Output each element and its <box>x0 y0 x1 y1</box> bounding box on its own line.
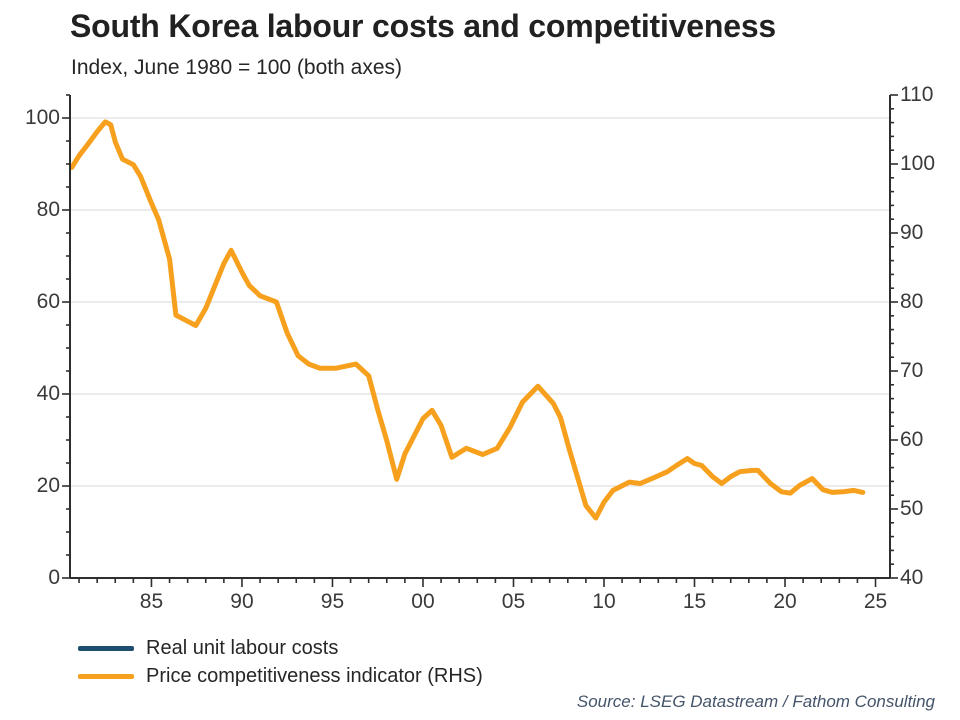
legend: Real unit labour costs Price competitive… <box>78 634 483 690</box>
left-axis-tick-label: 60 <box>36 290 60 313</box>
x-axis-tick-label: 05 <box>501 590 526 613</box>
x-axis-tick-label: 95 <box>320 590 345 613</box>
x-axis-tick-label: 00 <box>411 590 435 613</box>
right-axis-tick-label: 90 <box>900 221 924 244</box>
x-axis-tick-label: 90 <box>230 590 254 613</box>
x-axis-tick-label: 85 <box>139 590 164 613</box>
right-axis-tick-label: 50 <box>900 497 924 520</box>
x-axis-tick-label: 25 <box>863 590 888 613</box>
left-axis-tick-label: 100 <box>24 106 60 129</box>
legend-item-real-unit-labour-costs: Real unit labour costs <box>78 634 483 662</box>
x-axis-tick-label: 15 <box>682 590 707 613</box>
legend-line-swatch-orange-icon <box>78 673 134 679</box>
chart-title: South Korea labour costs and competitive… <box>70 8 777 44</box>
legend-label: Price competitiveness indicator (RHS) <box>146 664 483 687</box>
left-axis-tick-label: 0 <box>48 566 60 589</box>
left-axis-tick-label: 80 <box>36 198 60 221</box>
source-note: Source: LSEG Datastream / Fathom Consult… <box>576 692 935 711</box>
chart-subtitle: Index, June 1980 = 100 (both axes) <box>71 56 402 79</box>
right-axis-tick-label: 40 <box>900 566 924 589</box>
legend-item-price-competitiveness: Price competitiveness indicator (RHS) <box>78 662 483 690</box>
right-axis-tick-label: 110 <box>900 83 934 106</box>
series-line <box>69 119 866 521</box>
x-axis-tick-label: 20 <box>773 590 797 613</box>
left-axis-tick-label: 20 <box>36 474 60 497</box>
right-axis-tick-label: 80 <box>900 290 924 313</box>
x-axis-tick-label: 10 <box>592 590 616 613</box>
left-axis-tick-label: 40 <box>36 382 60 405</box>
right-axis-tick-label: 100 <box>900 152 936 175</box>
right-axis-tick-label: 70 <box>900 359 924 382</box>
legend-line-swatch-navy-icon <box>78 645 134 651</box>
legend-label: Real unit labour costs <box>146 636 339 659</box>
right-axis-tick-label: 60 <box>900 428 924 451</box>
